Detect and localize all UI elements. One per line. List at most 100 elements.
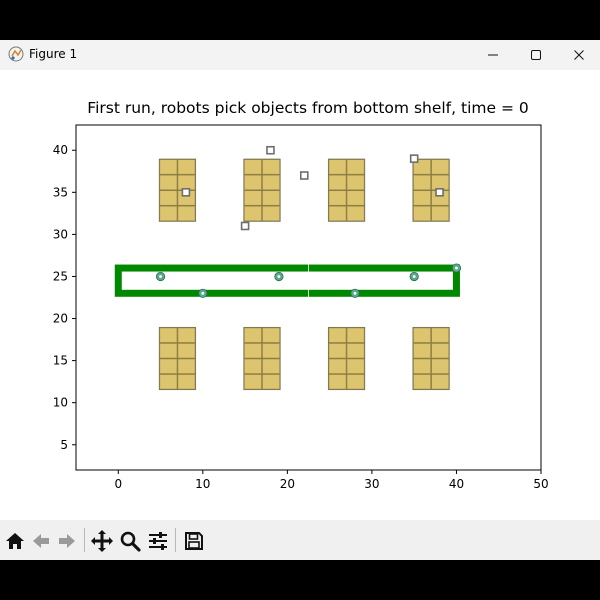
shelf-bin bbox=[159, 205, 178, 222]
shelf-bin bbox=[346, 159, 365, 175]
shelf-bin bbox=[177, 343, 196, 359]
object-marker bbox=[409, 154, 419, 163]
shelves-layer bbox=[158, 158, 450, 391]
shelf-bin bbox=[262, 374, 280, 390]
robot-center bbox=[353, 291, 357, 295]
chart-title: First run, robots pick objects from bott… bbox=[87, 99, 528, 117]
x-tick-label: 50 bbox=[533, 477, 548, 491]
shelf-bin bbox=[244, 174, 262, 191]
shelf-bin bbox=[262, 327, 280, 343]
home-button[interactable] bbox=[2, 528, 28, 554]
zoom-icon bbox=[120, 531, 141, 552]
object-marker bbox=[435, 188, 444, 197]
y-tick-label: 35 bbox=[53, 185, 68, 199]
shelf-bin bbox=[413, 190, 431, 206]
robot-marker bbox=[451, 263, 462, 273]
shelf-bin bbox=[328, 159, 347, 175]
robot-center bbox=[412, 275, 416, 278]
y-tick-label: 5 bbox=[60, 438, 68, 452]
shelf-bin bbox=[177, 174, 196, 191]
robot-track bbox=[114, 264, 460, 297]
shelf bbox=[412, 158, 450, 222]
shelf-bin bbox=[159, 159, 178, 175]
x-tick-label: 40 bbox=[449, 477, 464, 491]
shelf-bin bbox=[159, 374, 178, 390]
x-tick-label: 20 bbox=[280, 477, 295, 491]
shelf-bin bbox=[431, 159, 449, 175]
window-title: Figure 1 bbox=[29, 47, 78, 61]
configure-subplots-button[interactable] bbox=[145, 528, 171, 554]
shelf bbox=[158, 326, 197, 391]
minimize-icon bbox=[488, 54, 498, 56]
robots-layer bbox=[155, 263, 462, 298]
figure-window: Figure 1 First run, robots pick objects … bbox=[0, 40, 600, 560]
back-button[interactable] bbox=[28, 528, 54, 554]
shelf-bin bbox=[244, 205, 262, 222]
shelf-bin bbox=[413, 327, 431, 343]
home-icon bbox=[6, 533, 24, 549]
shelf-bin bbox=[262, 358, 280, 374]
shelf-bin bbox=[159, 327, 178, 343]
object-marker bbox=[299, 171, 309, 180]
shelf-bin bbox=[413, 174, 431, 191]
save-button[interactable] bbox=[181, 528, 207, 554]
pan-button[interactable] bbox=[89, 528, 115, 554]
shelf-bin bbox=[262, 190, 280, 206]
navigation-toolbar bbox=[0, 520, 600, 560]
shelf-bin bbox=[244, 374, 262, 390]
zoom-button[interactable] bbox=[117, 528, 143, 554]
figure-canvas[interactable]: First run, robots pick objects from bott… bbox=[0, 70, 600, 520]
shelf-bin bbox=[413, 374, 431, 390]
shelf-bin bbox=[328, 374, 347, 390]
shelf bbox=[243, 158, 281, 222]
shelf-bin bbox=[177, 205, 196, 222]
shelf-bin bbox=[177, 327, 196, 343]
shelf-bin bbox=[328, 190, 347, 206]
app-icon bbox=[8, 46, 24, 62]
shelf-bin bbox=[346, 205, 365, 222]
shelf-bin bbox=[328, 327, 347, 343]
shelf-bin bbox=[177, 374, 196, 390]
ticks-layer: 0 10 20 30 40 50 5 10 15 20 25 30 35 40 bbox=[53, 143, 549, 491]
title-bar[interactable]: Figure 1 bbox=[0, 40, 600, 70]
y-tick-label: 10 bbox=[53, 396, 68, 410]
shelf-bin bbox=[159, 343, 178, 359]
robot-center bbox=[159, 275, 162, 278]
shelf-bin bbox=[244, 190, 262, 206]
shelf-bin bbox=[346, 190, 365, 206]
shelf-bin bbox=[244, 159, 262, 175]
robot-marker bbox=[350, 288, 360, 298]
shelf-bin bbox=[413, 358, 431, 374]
shelf-bin bbox=[328, 174, 347, 191]
shelf-bin bbox=[177, 358, 196, 374]
forward-arrow-icon bbox=[59, 534, 75, 548]
forward-button[interactable] bbox=[54, 528, 80, 554]
robot-center bbox=[277, 275, 281, 278]
shelf-bin bbox=[413, 159, 431, 175]
shelf bbox=[412, 326, 450, 391]
shelf-bin bbox=[431, 174, 449, 191]
maximize-button[interactable] bbox=[513, 40, 559, 70]
shelf-bin bbox=[346, 374, 365, 390]
x-tick-label: 30 bbox=[364, 477, 379, 491]
toolbar-separator bbox=[175, 528, 176, 552]
track-layer bbox=[114, 264, 460, 298]
pan-icon bbox=[91, 530, 113, 552]
shelf-bin bbox=[431, 358, 449, 374]
shelf-bin bbox=[346, 327, 365, 343]
shelf-bin bbox=[244, 327, 262, 343]
shelf-bin bbox=[413, 343, 431, 359]
shelf bbox=[243, 326, 281, 391]
axes-frame bbox=[75, 124, 542, 471]
plot-svg: First run, robots pick objects from bott… bbox=[53, 99, 549, 491]
shelf-bin bbox=[431, 327, 449, 343]
shelf-bin bbox=[159, 174, 178, 191]
close-button[interactable] bbox=[556, 40, 600, 70]
y-tick-label: 15 bbox=[53, 354, 68, 368]
shelf-bin bbox=[431, 374, 449, 390]
shelf bbox=[327, 326, 366, 391]
minimize-button[interactable] bbox=[470, 40, 516, 70]
shelf-bin bbox=[328, 358, 347, 374]
robot-marker bbox=[198, 288, 208, 298]
close-icon bbox=[574, 50, 584, 60]
